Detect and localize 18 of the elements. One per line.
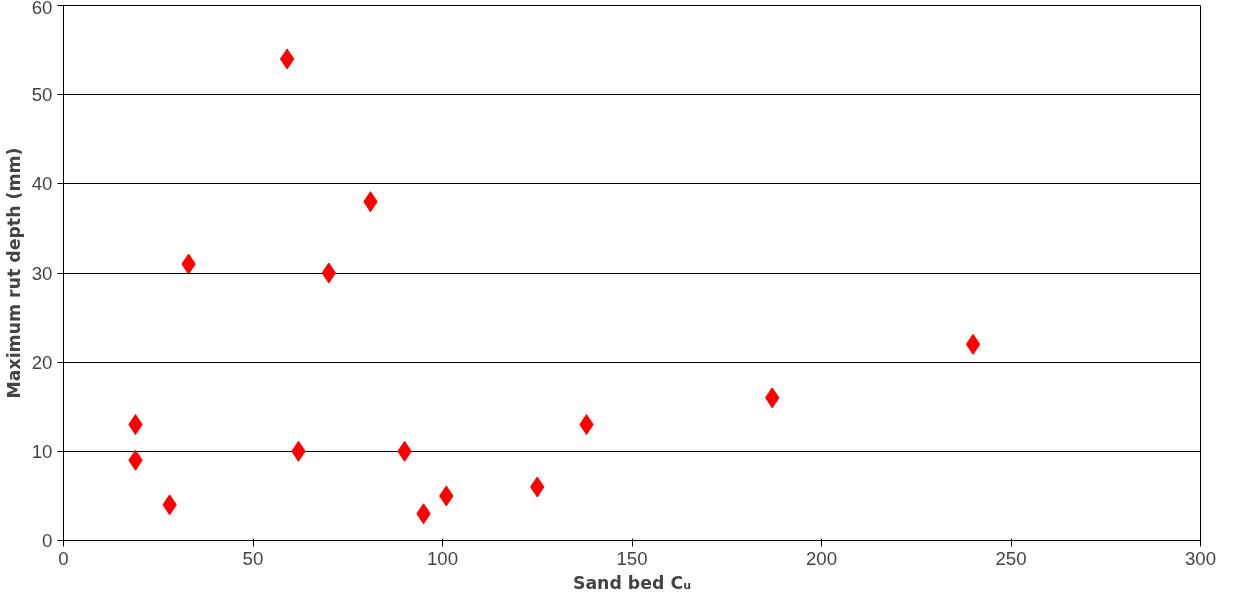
x-tick-label: 250 xyxy=(995,547,1027,569)
point xyxy=(965,333,981,355)
y-tick-label: 60 xyxy=(31,0,53,18)
x-tick-label: 100 xyxy=(426,547,459,569)
x-tick-label: 50 xyxy=(242,547,264,569)
x-tick-label: 200 xyxy=(805,547,838,569)
y-tick-label: 50 xyxy=(31,84,53,106)
y-tick-label: 40 xyxy=(31,173,53,195)
y-tick-label: 0 xyxy=(42,530,53,551)
y-tick-label: 20 xyxy=(31,351,53,373)
point xyxy=(279,48,295,70)
x-tick-label: 300 xyxy=(1184,547,1217,569)
x-tick-label: 150 xyxy=(616,547,648,569)
y-tick-label: 30 xyxy=(31,262,53,284)
x-axis-title: Sand bed Cᵤ xyxy=(572,572,692,593)
x-tick-label: 0 xyxy=(58,547,69,569)
y-axis-title: Maximum rut depth (mm) xyxy=(3,147,24,399)
y-tick-label: 10 xyxy=(31,440,53,462)
